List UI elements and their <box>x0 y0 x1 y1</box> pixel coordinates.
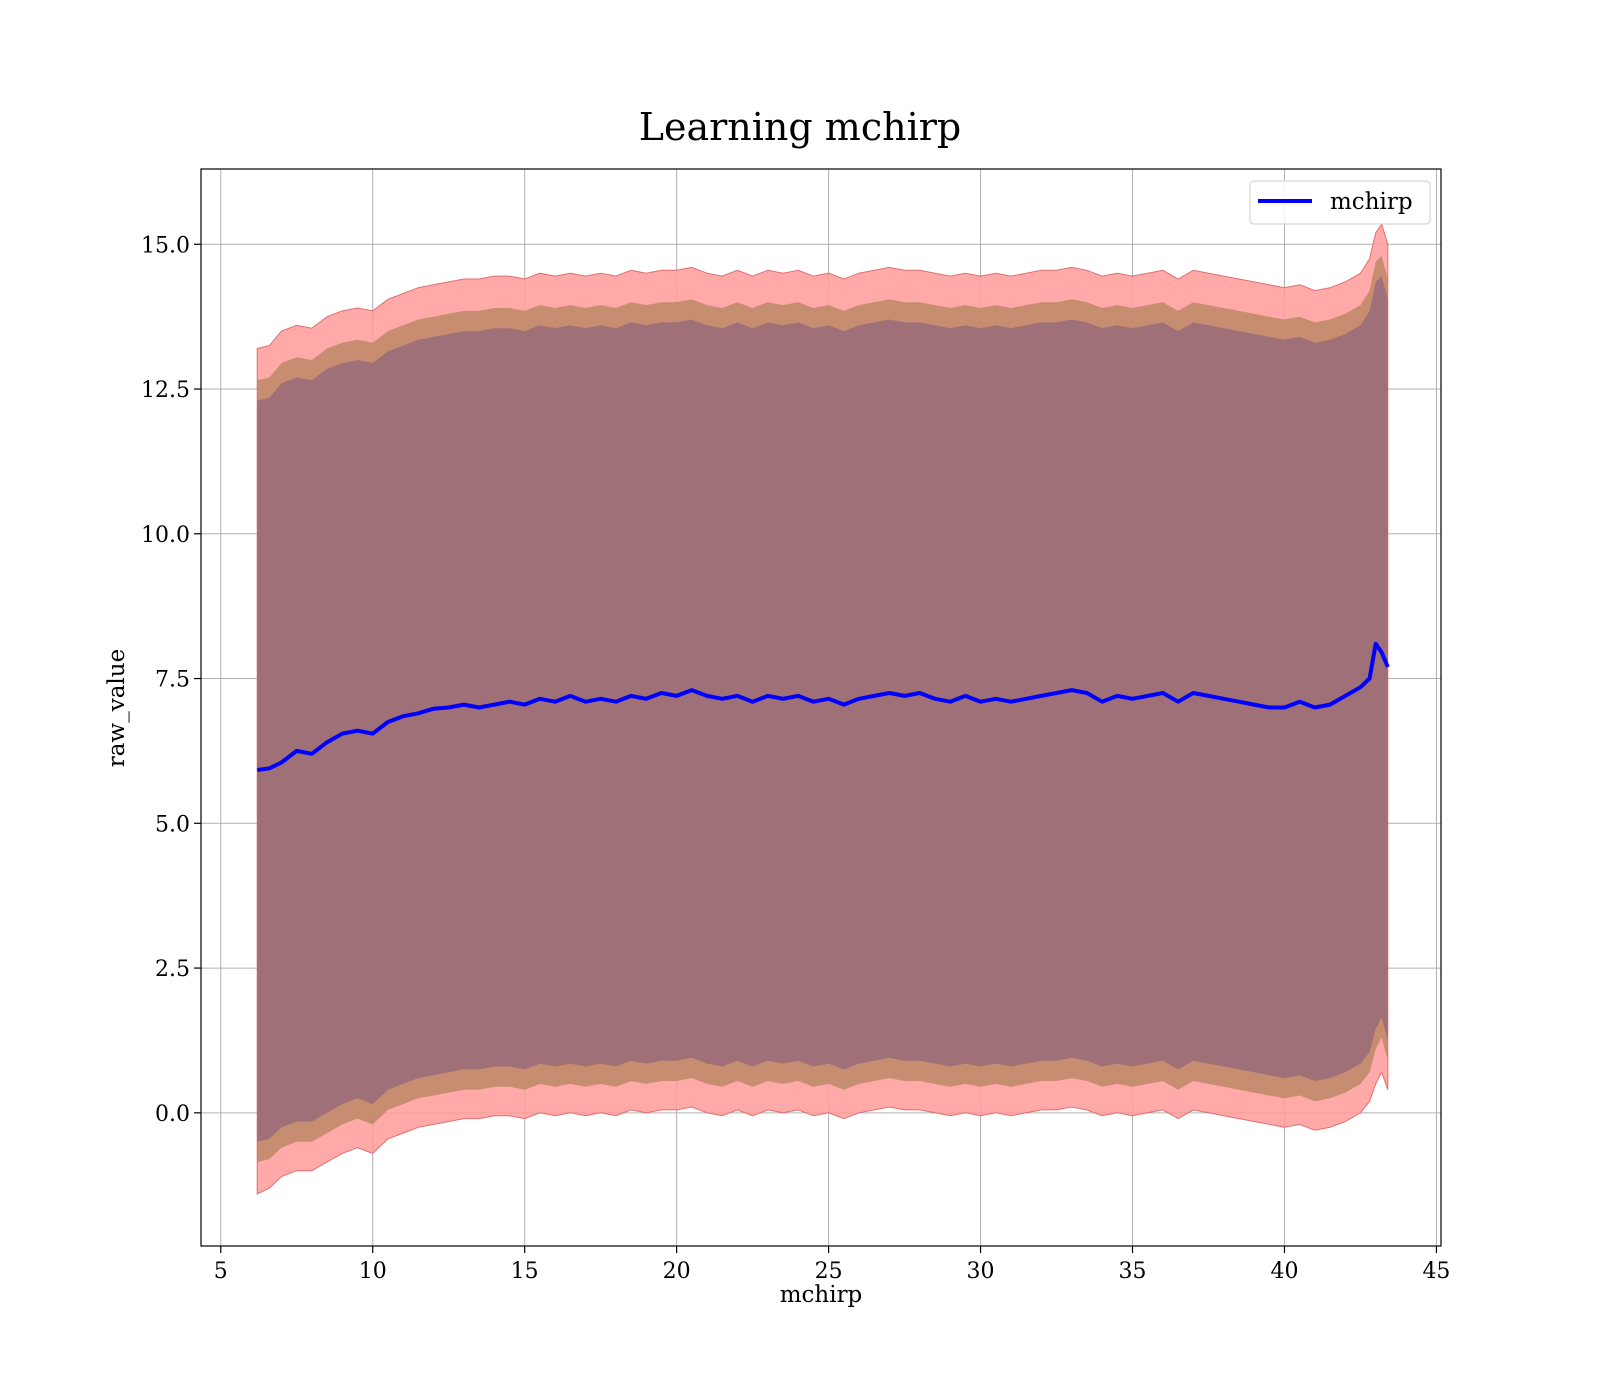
y-tick-label-4: 10.0 <box>141 523 190 548</box>
x-tick-label-2: 15 <box>511 1259 539 1284</box>
plot-frame <box>200 168 1442 1247</box>
x-tick-label-8: 45 <box>1422 1259 1450 1284</box>
legend-box <box>1249 180 1431 225</box>
x-axis-ticks: 5 10 15 20 25 30 35 40 45 <box>214 1246 1450 1284</box>
x-tick-label-1: 10 <box>359 1259 387 1284</box>
series-lines <box>256 641 1390 772</box>
y-tick-label-5: 12.5 <box>141 378 190 403</box>
x-axis-label: mchirp <box>780 1282 863 1308</box>
x-tick-label-3: 20 <box>663 1259 691 1284</box>
band-core <box>257 276 1388 1142</box>
y-tick-label-0: 0.0 <box>155 1102 190 1127</box>
x-tick-label-4: 25 <box>815 1259 843 1284</box>
y-tick-label-1: 2.5 <box>155 957 190 982</box>
confidence-bands <box>256 222 1389 1195</box>
y-axis-label: raw_value <box>104 649 130 767</box>
y-tick-label-3: 7.5 <box>155 668 190 693</box>
legend-label-mchirp: mchirp <box>1330 189 1413 215</box>
y-tick-label-6: 15.0 <box>141 233 190 258</box>
y-tick-label-2: 5.0 <box>155 812 190 837</box>
chart-title: Learning mchirp <box>639 105 961 149</box>
y-axis-ticks: 0.0 2.5 5.0 7.5 10.0 12.5 15.0 <box>141 233 201 1127</box>
legend: mchirp <box>1249 180 1431 225</box>
x-tick-label-0: 5 <box>214 1259 228 1284</box>
series-line-mchirp <box>256 641 1390 772</box>
x-tick-label-6: 35 <box>1119 1259 1147 1284</box>
x-tick-label-5: 30 <box>967 1259 995 1284</box>
x-tick-label-7: 40 <box>1270 1259 1298 1284</box>
